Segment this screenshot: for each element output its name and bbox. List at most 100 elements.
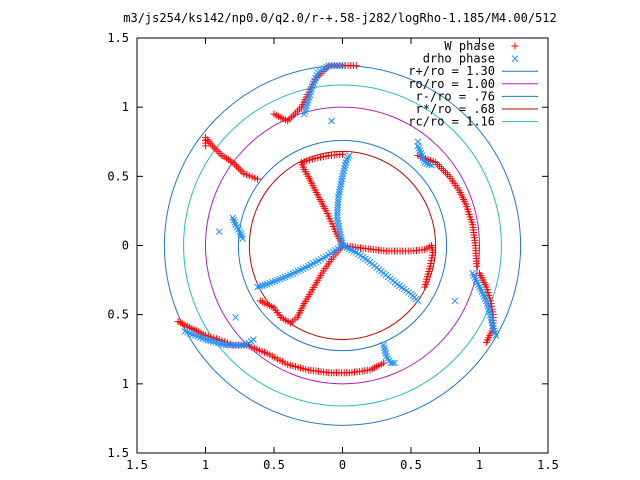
point-s1-a7-8	[202, 336, 209, 343]
point-s1-a6-23	[490, 327, 498, 335]
x-tick-label-1: 1	[202, 458, 209, 472]
point-s1-a6-25	[492, 332, 500, 339]
point-s1-a7-10	[207, 337, 214, 345]
point-s1-a2-34	[254, 283, 261, 291]
point-s1-a9-1	[215, 228, 223, 236]
point-s1-a7-17	[225, 341, 232, 349]
point-s1-a5-10	[428, 161, 435, 169]
point-s1-a5-9	[425, 160, 433, 168]
point-s1-a0-25	[338, 175, 346, 183]
point-s0-a6-50	[473, 262, 481, 270]
point-s0-a4-9	[233, 162, 241, 170]
point-s1-a7-13	[214, 339, 222, 347]
point-s0-a4-28	[202, 142, 209, 150]
point-s1-a0-34	[345, 152, 353, 159]
chart-title: m3/js254/ks142/np0.0/q2.0/r-+.58-j282/lo…	[123, 11, 556, 25]
point-s1-a0-24	[338, 178, 345, 185]
point-s0-a4-6	[238, 168, 246, 176]
point-s1-a4-1	[230, 216, 238, 224]
point-s1-a2-32	[259, 282, 266, 289]
point-s1-a0-20	[336, 188, 343, 196]
point-s1-a7-19	[230, 341, 238, 349]
y-tick-label-4: 0.5	[107, 308, 129, 322]
point-s1-a0-13	[334, 206, 341, 214]
point-s1-a3-20	[325, 62, 333, 70]
point-s1-a5-7	[421, 159, 429, 166]
point-s1-a9-3	[328, 117, 335, 125]
point-s0-a5-41	[352, 62, 360, 70]
point-s1-a2-31	[261, 281, 269, 289]
x-tick-label-2: 0.5	[263, 458, 285, 472]
point-s1-a1-34	[414, 297, 422, 305]
point-s1-a2-30	[263, 280, 271, 288]
point-s1-a7-14	[217, 340, 225, 348]
point-s1-a4-8	[238, 232, 245, 240]
y-tick-label-3: 0	[122, 239, 129, 253]
point-s0-a2-48	[256, 297, 264, 305]
point-s1-a0-11	[333, 211, 341, 219]
point-s1-a7-11	[209, 338, 217, 345]
point-s0-a4-17	[216, 150, 224, 158]
point-s1-a7-12	[212, 338, 220, 346]
point-s0-a4-7	[236, 166, 244, 174]
point-s1-a8-9	[391, 359, 398, 367]
point-s1-a6-24	[491, 329, 499, 337]
point-s1-a0-23	[337, 180, 345, 188]
point-s1-a3-24	[336, 62, 344, 70]
legend-marker-0	[511, 42, 519, 50]
x-tick-label-6: 1.5	[537, 458, 559, 472]
point-s1-a0-12	[334, 209, 341, 216]
point-s0-a1-50	[421, 283, 429, 291]
point-s1-a0-21	[336, 185, 344, 193]
circle-2	[237, 139, 448, 352]
point-s1-a3-23	[333, 62, 341, 70]
point-s1-a4-9	[239, 235, 246, 242]
point-s1-a7-16	[222, 341, 230, 349]
point-s1-a0-22	[337, 183, 344, 191]
series-1	[181, 62, 500, 367]
point-s0-a7-27	[482, 338, 490, 346]
point-s1-a7-23	[240, 341, 248, 349]
point-s1-a3-21	[328, 62, 335, 70]
point-s1-a4-7	[237, 230, 245, 238]
point-s1-a7-20	[232, 341, 240, 349]
legend-label-6: rc/ro = 1.16	[408, 115, 495, 129]
point-s0-a4-20	[210, 144, 218, 152]
point-s1-a5-4	[418, 152, 426, 159]
data-series	[174, 62, 500, 377]
legend-label-5: r*/ro = .68	[416, 102, 495, 116]
point-s0-a4-8	[234, 164, 242, 172]
x-tick-label-3: 0	[339, 458, 346, 472]
point-s1-a7-27	[250, 336, 257, 343]
point-s1-a0-16	[334, 198, 342, 206]
point-s1-a8-8	[389, 359, 396, 367]
x-tick-label-0: 1.5	[126, 458, 148, 472]
point-s1-a3-22	[330, 62, 338, 70]
legend-label-0: W phase	[444, 39, 495, 53]
point-s0-a3-15	[339, 150, 346, 158]
point-s1-a7-22	[238, 341, 245, 349]
point-s1-a0-10	[333, 214, 341, 222]
point-s1-a4-2	[231, 219, 239, 226]
legend-label-3: ro/ro = 1.00	[408, 77, 495, 91]
point-s1-a2-33	[256, 282, 264, 290]
point-s1-a3-25	[339, 62, 346, 70]
point-s1-a7-18	[227, 341, 235, 349]
x-tick-label-5: 1	[476, 458, 483, 472]
circle-1	[205, 106, 480, 385]
y-tick-label-2: 0.5	[107, 169, 129, 183]
legend-label-4: r-/ro = .76	[416, 89, 495, 103]
legend-label-2: r+/ro = 1.30	[408, 64, 495, 78]
circle-4	[183, 84, 502, 407]
y-tick-label-0: 1.5	[107, 31, 129, 45]
point-s1-a7-9	[204, 336, 212, 344]
point-s1-a6-22	[489, 325, 497, 332]
point-s1-a0-18	[335, 193, 342, 201]
y-tick-label-6: 1.5	[107, 446, 129, 460]
point-s1-a7-21	[235, 341, 243, 349]
point-s1-a9-2	[232, 314, 239, 321]
point-s1-a9-4	[414, 138, 422, 146]
point-s1-a4-0	[229, 214, 237, 222]
